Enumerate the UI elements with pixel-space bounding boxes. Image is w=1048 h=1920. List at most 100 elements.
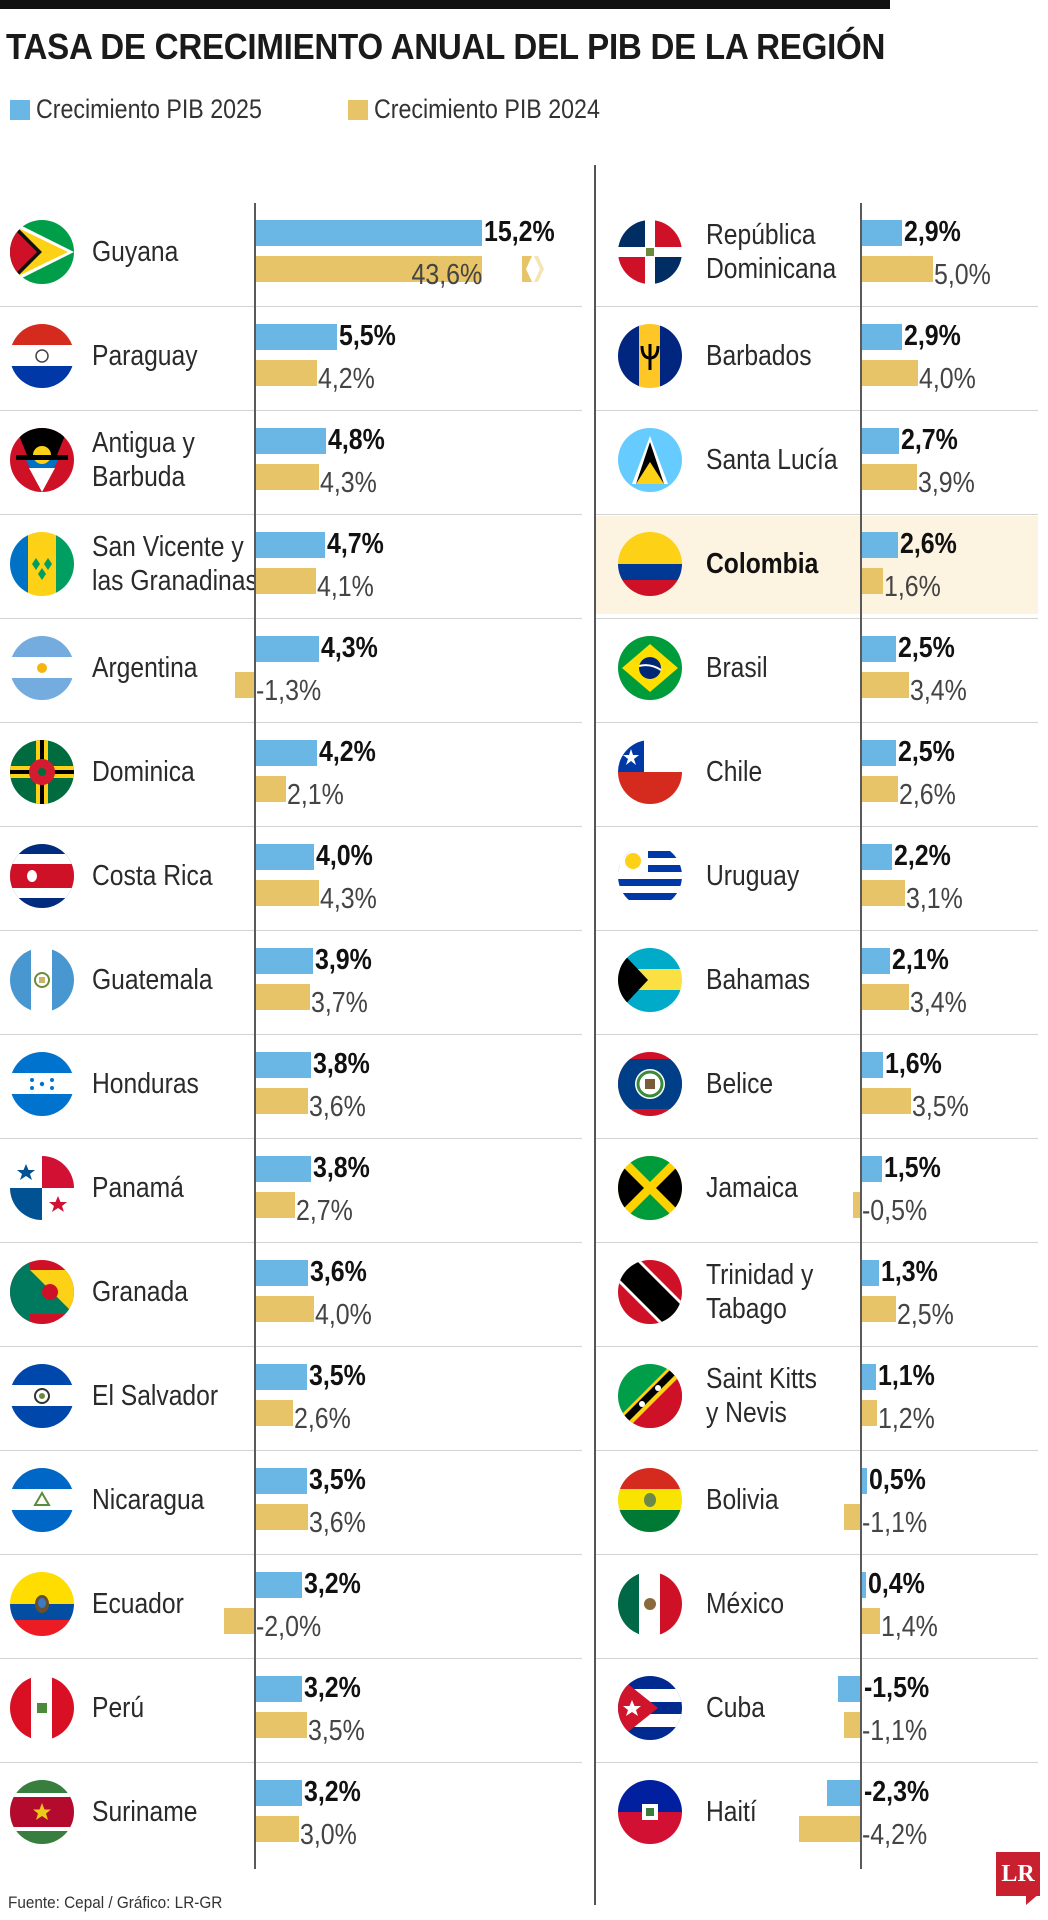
honduras-flag-icon bbox=[10, 1052, 74, 1116]
zero-axis bbox=[254, 203, 256, 1869]
bar-2024-barbados bbox=[860, 360, 918, 386]
value-2024-el-salvador: 2,6% bbox=[294, 1403, 351, 1435]
row-separator bbox=[596, 1242, 1038, 1243]
brasil-flag-icon bbox=[618, 636, 682, 700]
country-name-granada: Granada bbox=[92, 1276, 188, 1308]
dominica-flag-icon bbox=[10, 740, 74, 804]
bar-2024-bolivia bbox=[844, 1504, 860, 1530]
row-separator bbox=[0, 1762, 582, 1763]
country-name-barbados: Barbados bbox=[706, 340, 812, 372]
value-2025-chile: 2,5% bbox=[898, 736, 956, 768]
value-2025-paraguay: 5,5% bbox=[338, 320, 396, 352]
uruguay-flag-icon bbox=[618, 844, 682, 908]
bar-2025-nicaragua bbox=[254, 1468, 307, 1494]
row-separator bbox=[0, 1242, 582, 1243]
bar-2024-argentina bbox=[234, 672, 254, 698]
bar-2025-trinidad bbox=[860, 1260, 879, 1286]
bar-2025-el-salvador bbox=[254, 1364, 307, 1390]
row-separator bbox=[0, 1450, 582, 1451]
country-name-mexico: México bbox=[706, 1588, 785, 1620]
country-name-republica-dominicana: República Dominicana bbox=[706, 219, 837, 285]
barbados-flag-icon bbox=[618, 324, 682, 388]
country-name-uruguay: Uruguay bbox=[706, 860, 800, 892]
value-2024-honduras: 3,6% bbox=[309, 1091, 366, 1123]
nicaragua-flag-icon bbox=[10, 1468, 74, 1532]
bar-2025-dominica bbox=[254, 740, 317, 766]
bar-2025-cuba bbox=[838, 1676, 860, 1702]
bar-2024-peru bbox=[254, 1712, 307, 1738]
mexico-flag-icon bbox=[618, 1572, 682, 1636]
bahamas-flag-icon bbox=[618, 948, 682, 1012]
country-name-suriname: Suriname bbox=[92, 1796, 198, 1828]
row-separator bbox=[596, 1346, 1038, 1347]
bar-2025-ecuador bbox=[254, 1572, 302, 1598]
value-2025-bolivia: 0,5% bbox=[869, 1464, 927, 1496]
bar-2025-belice bbox=[860, 1052, 884, 1078]
ecuador-flag-icon bbox=[10, 1572, 74, 1636]
value-2024-granada: 4,0% bbox=[315, 1299, 372, 1331]
value-2024-uruguay: 3,1% bbox=[905, 883, 963, 915]
value-2024-paraguay: 4,2% bbox=[318, 363, 375, 395]
value-2025-el-salvador: 3,5% bbox=[308, 1360, 366, 1392]
value-2024-suriname: 3,0% bbox=[300, 1819, 357, 1851]
column-divider bbox=[594, 165, 596, 1905]
value-2025-uruguay: 2,2% bbox=[893, 840, 951, 872]
value-2025-argentina: 4,3% bbox=[320, 632, 378, 664]
value-2024-republica-dominicana: 5,0% bbox=[933, 259, 991, 291]
value-2025-guatemala: 3,9% bbox=[314, 944, 372, 976]
country-name-san-vicente: San Vicente y las Granadinas bbox=[92, 531, 258, 597]
value-2025-haiti: -2,3% bbox=[864, 1776, 930, 1808]
country-name-costa-rica: Costa Rica bbox=[92, 860, 213, 892]
value-2024-brasil: 3,4% bbox=[910, 675, 968, 707]
country-name-colombia: Colombia bbox=[706, 548, 819, 580]
saint-kitts-flag-icon bbox=[618, 1364, 682, 1428]
bar-2024-saint-kitts bbox=[860, 1400, 878, 1426]
bar-2024-chile bbox=[860, 776, 898, 802]
country-name-bolivia: Bolivia bbox=[706, 1484, 779, 1516]
row-separator bbox=[596, 826, 1038, 827]
bolivia-flag-icon bbox=[618, 1468, 682, 1532]
country-name-peru: Perú bbox=[92, 1692, 145, 1724]
bar-2024-republica-dominicana bbox=[860, 256, 933, 282]
country-name-bahamas: Bahamas bbox=[706, 964, 811, 996]
bar-2025-honduras bbox=[254, 1052, 311, 1078]
bar-2024-brasil bbox=[860, 672, 910, 698]
bar-2025-antigua bbox=[254, 428, 326, 454]
country-name-haiti: Haití bbox=[706, 1796, 757, 1828]
bar-2024-granada bbox=[254, 1296, 314, 1322]
row-separator bbox=[596, 1762, 1038, 1763]
bar-2024-belice bbox=[860, 1088, 911, 1114]
row-separator bbox=[596, 618, 1038, 619]
panama-flag-icon bbox=[10, 1156, 74, 1220]
value-2025-trinidad: 1,3% bbox=[880, 1256, 938, 1288]
bar-2024-uruguay bbox=[860, 880, 905, 906]
legend-label-2025: Crecimiento PIB 2025 bbox=[36, 94, 262, 124]
lr-logo: LR bbox=[996, 1852, 1040, 1896]
country-name-saint-kitts: Saint Kitts y Nevis bbox=[706, 1363, 817, 1429]
bar-2025-costa-rica bbox=[254, 844, 314, 870]
bar-2024-cuba bbox=[844, 1712, 860, 1738]
country-name-cuba: Cuba bbox=[706, 1692, 765, 1724]
bar-2025-guatemala bbox=[254, 948, 313, 974]
bar-2025-brasil bbox=[860, 636, 897, 662]
bar-2025-granada bbox=[254, 1260, 308, 1286]
santa-lucia-flag-icon bbox=[618, 428, 682, 492]
bar-2024-costa-rica bbox=[254, 880, 319, 906]
value-2025-jamaica: 1,5% bbox=[883, 1152, 941, 1184]
el-salvador-flag-icon bbox=[10, 1364, 74, 1428]
row-separator bbox=[0, 826, 582, 827]
haiti-flag-icon bbox=[618, 1780, 682, 1844]
row-separator bbox=[0, 1658, 582, 1659]
bar-2024-haiti bbox=[799, 1816, 860, 1842]
value-2024-colombia: 1,6% bbox=[884, 571, 942, 603]
value-2024-chile: 2,6% bbox=[898, 779, 956, 811]
value-2025-panama: 3,8% bbox=[313, 1152, 370, 1184]
country-name-paraguay: Paraguay bbox=[92, 340, 198, 372]
value-2024-san-vicente: 4,1% bbox=[316, 571, 374, 603]
row-separator bbox=[596, 1138, 1038, 1139]
value-2025-colombia: 2,6% bbox=[899, 528, 957, 560]
row-separator bbox=[0, 1346, 582, 1347]
value-2024-mexico: 1,4% bbox=[881, 1611, 939, 1643]
bar-2025-saint-kitts bbox=[860, 1364, 876, 1390]
bar-2025-uruguay bbox=[860, 844, 892, 870]
